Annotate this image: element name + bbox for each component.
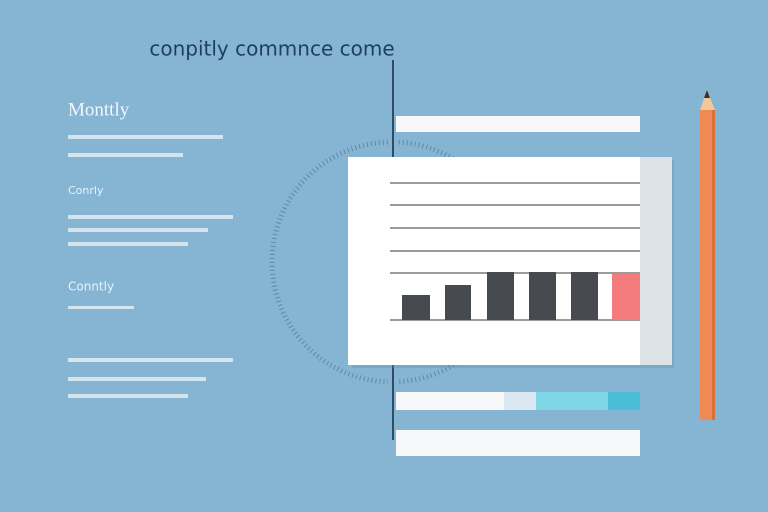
pencil [700,110,715,420]
pencil-edge [712,110,715,420]
heading: Monttly [68,99,130,120]
paper [348,157,640,365]
bars [402,272,598,320]
pencil-tip [700,90,715,110]
title: conpitly commnce come [149,37,394,61]
paper-strip [396,430,640,456]
strip-segment [536,392,608,410]
grid-lines [390,182,640,321]
text-lines [68,135,233,398]
strip-segment [608,392,640,410]
paper-strip [396,116,640,132]
strip-segment [504,392,536,410]
pencil-lead [704,90,710,98]
paper-side [640,157,672,365]
bar-highlight [612,274,640,320]
label: Conrly [68,184,104,197]
label: Conntly [68,280,114,294]
